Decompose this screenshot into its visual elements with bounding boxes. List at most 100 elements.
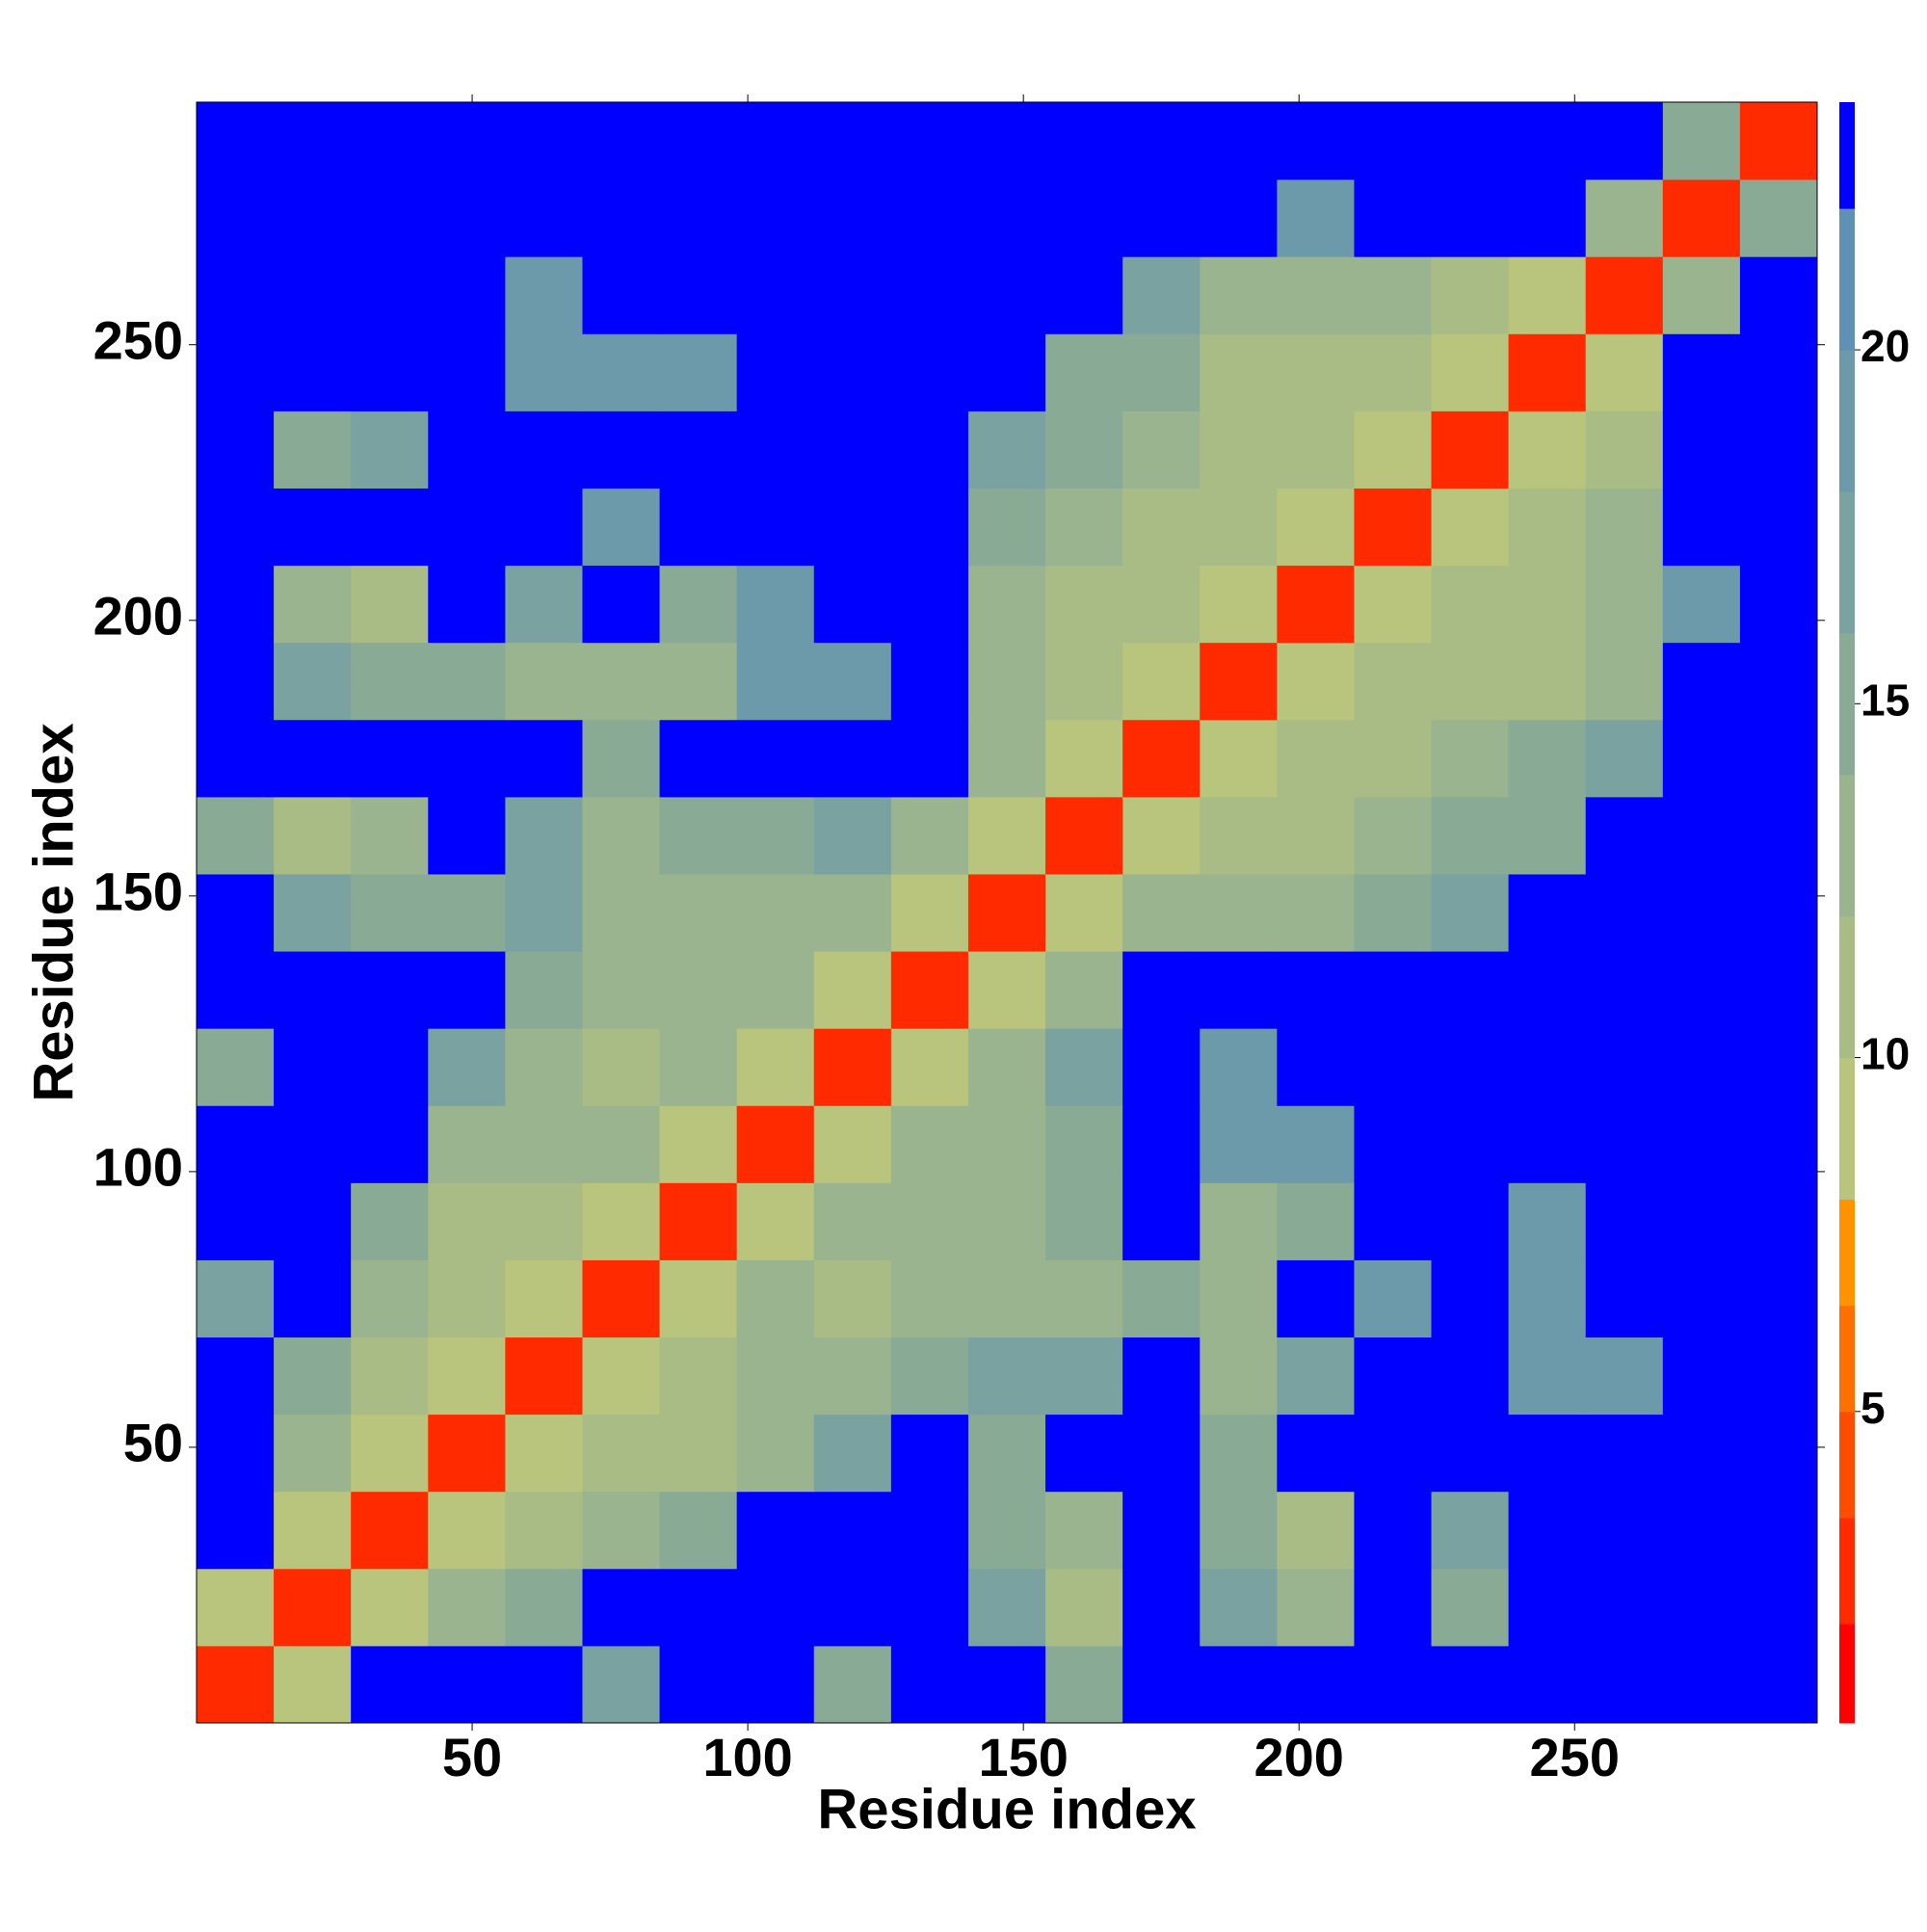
- heatmap-cell: [1277, 1568, 1355, 1647]
- heatmap-cell: [1662, 1491, 1741, 1570]
- heatmap-cell: [1662, 1337, 1741, 1416]
- heatmap-cell: [1122, 951, 1201, 1029]
- heatmap-cell: [659, 642, 738, 721]
- heatmap-cell: [1200, 488, 1278, 567]
- heatmap-cell: [1508, 1414, 1587, 1493]
- heatmap-cell: [1739, 333, 1818, 411]
- heatmap-cell: [1662, 873, 1741, 952]
- heatmap-cell: [1122, 410, 1201, 489]
- heatmap-cell: [813, 565, 892, 644]
- heatmap-cell: [1585, 333, 1664, 411]
- colorbar-band: [1839, 632, 1855, 776]
- heatmap-cell: [813, 951, 892, 1029]
- heatmap-cell: [428, 1259, 506, 1338]
- heatmap-cell: [505, 410, 583, 489]
- heatmap-cell: [428, 1105, 506, 1183]
- heatmap-cell: [659, 1105, 738, 1183]
- heatmap-cell: [582, 1028, 661, 1106]
- heatmap-cell: [1354, 796, 1433, 875]
- colorbar-band: [1839, 102, 1855, 209]
- heatmap-cell: [1354, 1491, 1433, 1570]
- heatmap-cell: [1431, 333, 1510, 411]
- heatmap-cell: [351, 719, 429, 798]
- heatmap-cell: [1585, 1645, 1664, 1724]
- heatmap-cell: [659, 1645, 738, 1724]
- heatmap-cell: [1431, 410, 1510, 489]
- heatmap-cell: [967, 256, 1046, 334]
- heatmap-cell: [1277, 488, 1355, 567]
- heatmap-cell: [428, 1028, 506, 1106]
- heatmap-cell: [1508, 179, 1587, 257]
- heatmap-cell: [890, 642, 969, 721]
- heatmap-cell: [197, 1182, 275, 1260]
- heatmap-cell: [1739, 1337, 1818, 1416]
- heatmap-cell: [1277, 565, 1355, 644]
- heatmap-cell: [890, 1491, 969, 1570]
- heatmap-cell: [1431, 1028, 1510, 1106]
- heatmap-cell: [1045, 256, 1123, 334]
- heatmap-cell: [1508, 1645, 1587, 1724]
- heatmap-cell: [1045, 719, 1123, 798]
- heatmap-cell: [1508, 951, 1587, 1029]
- heatmap-cell: [1354, 256, 1433, 334]
- heatmap-cell: [967, 1337, 1046, 1416]
- y-tick-label: 250: [93, 310, 183, 371]
- heatmap-cell: [1739, 1259, 1818, 1338]
- heatmap-cell: [582, 488, 661, 567]
- heatmap-cell: [197, 951, 275, 1029]
- heatmap-cell: [582, 179, 661, 257]
- heatmap-cell: [967, 796, 1046, 875]
- heatmap-cell: [351, 333, 429, 411]
- heatmap-cell: [1277, 410, 1355, 489]
- heatmap-cell: [1277, 102, 1355, 180]
- heatmap-cell: [813, 1568, 892, 1647]
- heatmap-cell: [890, 1568, 969, 1647]
- heatmap-cell: [659, 1259, 738, 1338]
- heatmap-cell: [351, 1491, 429, 1570]
- heatmap-cell: [197, 1337, 275, 1416]
- heatmap-cell: [197, 1105, 275, 1183]
- heatmap-cell: [967, 1182, 1046, 1260]
- heatmap-cell: [1122, 1414, 1201, 1493]
- heatmap-cell: [1277, 256, 1355, 334]
- colorbar-band: [1839, 774, 1855, 917]
- heatmap-cell: [813, 642, 892, 721]
- heatmap-cell: [582, 333, 661, 411]
- heatmap-cell: [1277, 1414, 1355, 1493]
- heatmap-cell: [582, 642, 661, 721]
- heatmap-cell: [505, 951, 583, 1029]
- heatmap-cell: [505, 1028, 583, 1106]
- heatmap-cell: [197, 873, 275, 952]
- heatmap-cell: [890, 179, 969, 257]
- heatmap-cell: [505, 796, 583, 875]
- heatmap-cell: [1122, 1337, 1201, 1416]
- colorbar-band: [1839, 208, 1855, 351]
- heatmap-cell: [813, 719, 892, 798]
- heatmap-cell: [1045, 1182, 1123, 1260]
- heatmap-cell: [967, 873, 1046, 952]
- heatmap-cell: [1354, 1105, 1433, 1183]
- heatmap-cell: [967, 1028, 1046, 1106]
- heatmap-cell: [428, 1337, 506, 1416]
- heatmap-cell: [1739, 1645, 1818, 1724]
- heatmap-cell: [1045, 951, 1123, 1029]
- heatmap-cell: [1045, 1568, 1123, 1647]
- heatmap-cell: [736, 1414, 815, 1493]
- heatmap-cell: [1508, 410, 1587, 489]
- heatmap-cell: [1277, 1028, 1355, 1106]
- heatmap-cell: [1662, 642, 1741, 721]
- heatmap-cell: [1122, 1105, 1201, 1183]
- heatmap-cell: [582, 410, 661, 489]
- heatmap-cell: [351, 873, 429, 952]
- heatmap-cell: [813, 1182, 892, 1260]
- colorbar-band: [1839, 915, 1855, 1059]
- heatmap-cell: [1585, 951, 1664, 1029]
- heatmap-cell: [582, 1414, 661, 1493]
- heatmap-cell: [1045, 1105, 1123, 1183]
- heatmap-cell: [274, 719, 352, 798]
- heatmap-cell: [1200, 256, 1278, 334]
- heatmap-cell: [1508, 102, 1587, 180]
- heatmap-cell: [1508, 642, 1587, 721]
- heatmap-cell: [428, 1491, 506, 1570]
- heatmap-cell: [351, 102, 429, 180]
